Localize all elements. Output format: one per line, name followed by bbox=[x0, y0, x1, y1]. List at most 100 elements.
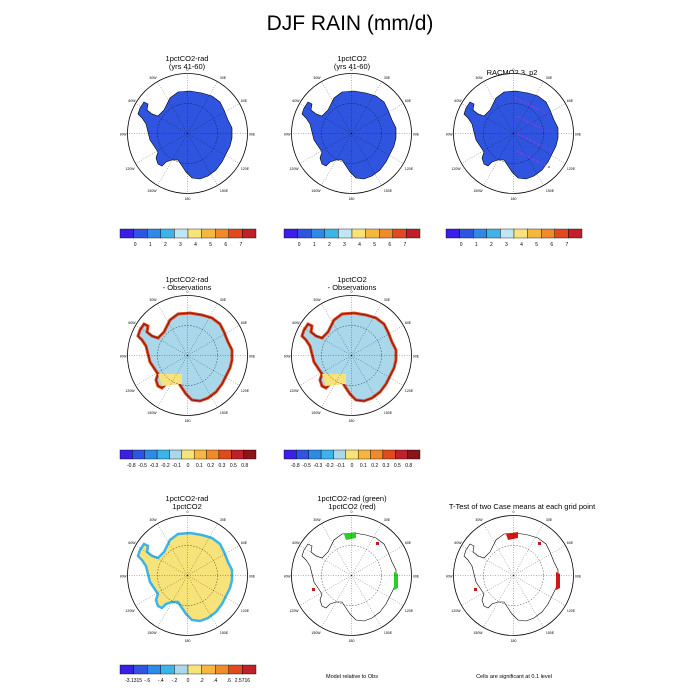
map-coord-label: 0 bbox=[351, 290, 353, 294]
meridian-line bbox=[513, 575, 544, 628]
panel-title-3: RACMO2.3_p2 bbox=[486, 68, 538, 77]
colorbar-swatch bbox=[119, 664, 134, 675]
colorbar-label: 0.3 bbox=[219, 463, 226, 469]
colorbar-swatch bbox=[311, 228, 326, 239]
colorbar-swatch bbox=[132, 449, 145, 460]
map-coord-label: 60W bbox=[128, 321, 136, 325]
coast-strong-diff bbox=[301, 312, 397, 402]
meridian-line bbox=[513, 133, 566, 164]
map-coord-label: 120W bbox=[451, 609, 461, 613]
map-coord-label: 150W bbox=[311, 189, 321, 193]
grid-dot bbox=[539, 109, 541, 111]
map-coord-label: 150W bbox=[311, 411, 321, 415]
map-panel-7: 0 180 90W 90E 30W 60W 30E 60E 120W 150W 120E 150E bbox=[284, 510, 419, 643]
map-coord-label: 120E bbox=[241, 609, 250, 613]
colorbar-label: -.6 bbox=[144, 678, 150, 684]
map-coord-label: 60W bbox=[292, 541, 300, 545]
colorbar-swatch bbox=[540, 228, 555, 239]
colorbar-label: 0.5 bbox=[394, 463, 401, 469]
meridian-line bbox=[483, 575, 514, 628]
map-coord-label: 0 bbox=[351, 68, 353, 72]
panel-title-8: T-Test of two Case means at each grid po… bbox=[448, 502, 596, 511]
colorbar-label: -.2 bbox=[171, 678, 177, 684]
sig-cell-green bbox=[344, 532, 356, 540]
grid-dot bbox=[541, 145, 543, 147]
map-coord-label: 180 bbox=[511, 197, 517, 201]
colorbar-swatch bbox=[283, 228, 298, 239]
map-coord-label: 150W bbox=[473, 189, 483, 193]
meridian-line bbox=[513, 545, 566, 576]
colorbar-swatch bbox=[357, 449, 371, 460]
map-coord-label: 120W bbox=[125, 167, 135, 171]
colorbar-label: 6 bbox=[388, 242, 391, 248]
meridian-line bbox=[351, 575, 382, 628]
grid-dot bbox=[544, 164, 546, 166]
colorbar-label: 5 bbox=[209, 242, 212, 248]
colorbar-diff-2: -0.8 -0.5 -0.3 -0.2 -0.1 0 0.1 0.2 0.3 0.5 0.8 bbox=[283, 449, 421, 469]
colorbar-label: -0.3 bbox=[150, 463, 159, 469]
diff-yellow-patch bbox=[322, 374, 346, 386]
colorbar-swatch bbox=[144, 449, 158, 460]
map-coord-label: 90W bbox=[284, 355, 291, 359]
map-coord-label: 30W bbox=[313, 298, 321, 302]
map-coord-label: 180 bbox=[185, 197, 191, 201]
grid-dot bbox=[533, 159, 535, 161]
grid-dot bbox=[515, 115, 517, 117]
colorbar-label: 0 bbox=[134, 242, 137, 248]
colorbar-label: 0.3 bbox=[383, 463, 390, 469]
colorbar-swatch bbox=[283, 449, 297, 460]
colorbar-swatch bbox=[160, 228, 175, 239]
panel-title-5: 1pctCO2- Observations bbox=[327, 275, 377, 292]
grid-dot bbox=[519, 117, 521, 119]
grid-dot bbox=[528, 104, 530, 106]
colorbar-label: 2 bbox=[328, 242, 331, 248]
colorbar-swatch bbox=[160, 664, 175, 675]
map-coord-label: 90E bbox=[575, 133, 581, 137]
map-coord-label: 30E bbox=[384, 518, 391, 522]
map-coord-label: 60E bbox=[241, 321, 248, 325]
map-coord-label: 60E bbox=[567, 99, 574, 103]
colorbar-swatch bbox=[228, 228, 243, 239]
map-coord-label: 30E bbox=[546, 76, 553, 80]
map-coord-label: 90E bbox=[575, 575, 581, 579]
colorbar-label: 0.2 bbox=[207, 463, 214, 469]
grid-dot bbox=[530, 140, 532, 142]
map-coord-label: 150W bbox=[473, 631, 483, 635]
grid-dot bbox=[531, 123, 533, 125]
footnote-cells-significant: Cells are significant at 0.1 level bbox=[476, 674, 552, 680]
grid-dot bbox=[518, 134, 520, 136]
colorbar-swatch bbox=[365, 228, 380, 239]
colorbar-label: 1 bbox=[313, 242, 316, 248]
map-coord-label: 90E bbox=[249, 355, 255, 359]
colorbar-swatch bbox=[133, 664, 148, 675]
map-panel-2: 0 180 90W 90E 30W 60W 30E 60E 120W 150W 120E 150E bbox=[284, 68, 419, 201]
map-coord-label: 180 bbox=[349, 419, 355, 423]
diff-yellow-patch bbox=[158, 374, 182, 386]
colorbar-swatch bbox=[473, 228, 488, 239]
map-coord-label: 60E bbox=[405, 541, 412, 545]
map-coord-label: 0 bbox=[187, 68, 189, 72]
colorbar-label: 0.1 bbox=[360, 463, 367, 469]
meridian-line bbox=[187, 575, 218, 628]
colorbar-label: 2 bbox=[164, 242, 167, 248]
colorbar-abs-2: 0 1 2 3 4 5 6 7 bbox=[283, 228, 421, 248]
grid-dot bbox=[527, 121, 529, 123]
colorbar-label: 7 bbox=[239, 242, 242, 248]
grid-dot bbox=[549, 149, 551, 151]
map-panel-5: 0 180 90W 90E 30W 60W 30E 60E 120W 150W 120E 150E bbox=[284, 290, 419, 423]
grid-dot bbox=[520, 100, 522, 102]
colorbar-label: -0.5 bbox=[302, 463, 311, 469]
colorbar-label: -0.1 bbox=[336, 463, 345, 469]
grid-dot bbox=[545, 147, 547, 149]
map-coord-label: 30W bbox=[313, 76, 321, 80]
figure-title: DJF RAIN (mm/d) bbox=[266, 12, 434, 35]
colorbar-label: 3 bbox=[505, 242, 508, 248]
map-coord-label: 180 bbox=[349, 639, 355, 643]
colorbar-swatch bbox=[119, 228, 134, 239]
colorbar-label: 1 bbox=[149, 242, 152, 248]
colorbar-label: 0.2 bbox=[371, 463, 378, 469]
colorbar-label: -0.8 bbox=[127, 463, 136, 469]
map-coord-label: 120W bbox=[289, 167, 299, 171]
map-coord-label: 0 bbox=[187, 290, 189, 294]
colorbar-label: 4 bbox=[194, 242, 197, 248]
